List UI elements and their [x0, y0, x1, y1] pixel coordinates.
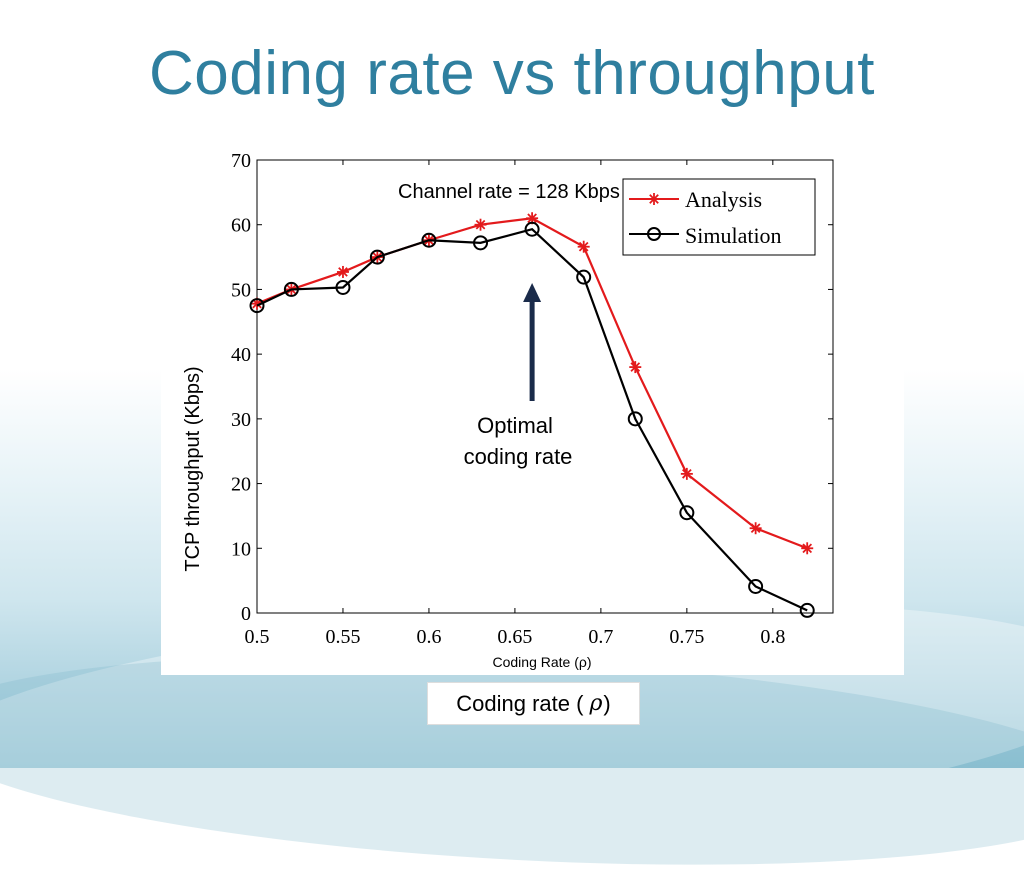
y-tick-label: 70 — [231, 150, 251, 172]
simulation-point — [799, 602, 815, 618]
legend-analysis-label: Analysis — [685, 187, 762, 212]
legend-analysis-marker — [648, 193, 660, 205]
star-stroke — [527, 213, 537, 224]
x-tick-label: 0.65 — [497, 626, 532, 648]
y-tick-label: 10 — [231, 538, 251, 560]
analysis-point — [801, 542, 814, 555]
analysis-point — [336, 265, 349, 278]
legend-simulation-label: Simulation — [685, 223, 782, 248]
simulation-point — [473, 235, 489, 251]
channel-rate-annotation: Channel rate = 128 Kbps — [398, 181, 620, 203]
star-stroke — [802, 543, 813, 554]
y-tick-label: 30 — [231, 409, 251, 431]
analysis-point — [749, 522, 762, 535]
x-tick-label: 0.55 — [325, 626, 360, 648]
y-tick-label: 60 — [231, 215, 251, 237]
star-stroke — [750, 523, 761, 534]
y-tick-label: 20 — [231, 474, 251, 496]
plot-frame — [256, 159, 834, 614]
rho-symbol: ρ — [589, 691, 603, 716]
analysis-point — [680, 467, 693, 480]
optimal-label-line1: Optimal — [477, 413, 553, 438]
x-tick-label: 0.7 — [588, 626, 613, 648]
simulation-point — [576, 269, 592, 285]
simulation-point — [421, 232, 437, 248]
simulation-point — [249, 298, 265, 314]
simulation-point — [283, 281, 299, 297]
caption-suffix: ) — [603, 690, 611, 716]
simulation-point — [335, 279, 351, 295]
x-axis-label: Coding Rate (ρ) — [492, 654, 591, 670]
legend-box — [622, 178, 816, 256]
analysis-point — [474, 218, 487, 231]
star-stroke — [338, 267, 348, 277]
optimal-label-line2: coding rate — [464, 444, 573, 469]
y-tick-label: 0 — [241, 603, 251, 625]
star-stroke — [630, 362, 641, 372]
x-tick-label: 0.5 — [245, 626, 270, 648]
throughput-chart: 0.5 0.55 0.6 0.65 0.7 0.75 0.8010203040506070 … — [182, 150, 834, 670]
legend: Analysis Simulation — [622, 178, 816, 256]
series-line-analysis — [256, 217, 808, 550]
star-stroke — [578, 241, 589, 252]
caption-box: Coding rate (ρ) — [427, 682, 640, 725]
simulation-point — [748, 578, 764, 594]
analysis-point — [577, 240, 590, 253]
x-tick-label: 0.75 — [669, 626, 704, 648]
series-line-simulation — [256, 228, 808, 612]
simulation-point — [679, 505, 695, 521]
simulation-point — [627, 411, 643, 427]
slide-title: Coding rate vs throughput — [149, 39, 875, 108]
analysis-point — [629, 361, 642, 374]
star-stroke — [682, 469, 692, 479]
legend-simulation-marker — [647, 227, 661, 241]
y-tick-label: 40 — [231, 344, 251, 366]
star-stroke — [252, 298, 262, 309]
legend-star-shape — [648, 193, 660, 205]
star-stroke — [649, 194, 659, 204]
chart-panel: 0.5 0.55 0.6 0.65 0.7 0.75 0.8 0 10 20 30 40 50 60 70 … — [161, 119, 904, 675]
x-tick-label: 0.8 — [760, 626, 785, 648]
optimal-arrow — [523, 283, 542, 401]
star-stroke — [475, 219, 486, 230]
y-axis-label: TCP throughput (Kbps) — [182, 366, 204, 571]
arrow-head — [523, 283, 542, 302]
caption-prefix: Coding rate ( — [456, 690, 584, 716]
y-tick-label: 50 — [231, 279, 251, 301]
simulation-point — [369, 249, 385, 265]
simulation-point — [524, 221, 540, 237]
x-tick-label: 0.6 — [416, 626, 441, 648]
